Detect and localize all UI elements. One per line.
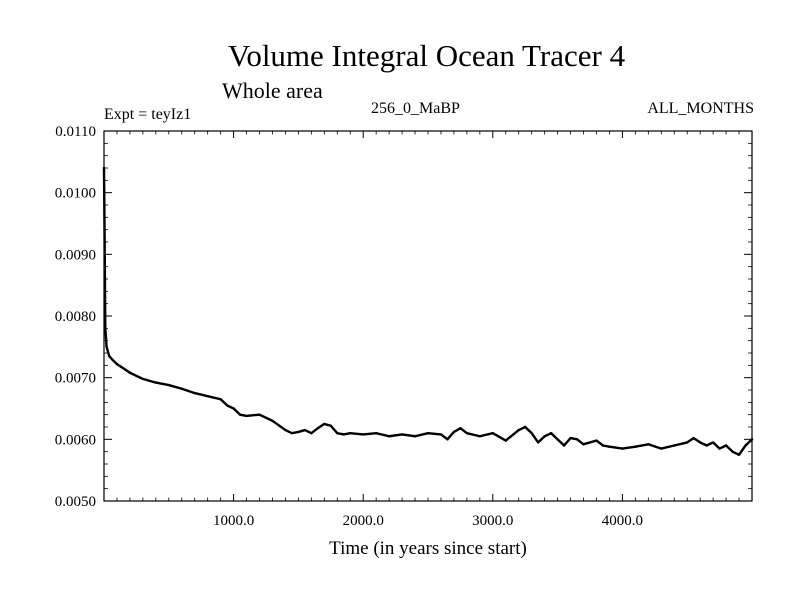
data-point — [634, 445, 637, 448]
data-point — [504, 439, 507, 442]
data-point — [206, 394, 209, 398]
data-point — [122, 367, 125, 370]
data-point — [245, 414, 248, 418]
data-point — [465, 431, 469, 435]
data-point — [530, 431, 533, 435]
data-point — [711, 441, 715, 444]
data-point — [284, 428, 287, 432]
data-point — [349, 431, 352, 435]
data-point — [731, 450, 734, 453]
x-tick-label: 1000.0 — [213, 513, 254, 529]
data-point — [141, 377, 145, 381]
data-point — [111, 359, 115, 362]
x-axis-label: Time (in years since start) — [329, 538, 527, 559]
data-point — [536, 441, 540, 444]
data-point — [297, 430, 300, 434]
y-tick-label: 0.0070 — [55, 371, 96, 387]
data-point — [258, 413, 261, 416]
data-point — [232, 407, 235, 410]
data-point — [718, 447, 721, 450]
data-point — [692, 436, 695, 440]
data-point — [167, 383, 170, 387]
data-point — [543, 435, 546, 438]
data-point — [621, 447, 624, 450]
data-point — [128, 371, 132, 374]
period-label: 256_0_MaBP — [371, 100, 460, 117]
data-point — [238, 413, 242, 416]
data-point — [180, 387, 183, 390]
data-point — [660, 447, 663, 450]
data-point — [316, 427, 320, 430]
data-point — [608, 445, 611, 448]
data-point — [374, 431, 378, 435]
y-tick-label: 0.0110 — [55, 124, 96, 140]
data-point — [491, 431, 494, 435]
y-tick-label: 0.0090 — [55, 247, 96, 263]
data-point — [323, 422, 326, 426]
data-point — [336, 431, 339, 435]
data-point — [439, 433, 443, 436]
data-point — [426, 431, 430, 435]
ticks-layer: 1000.0 2000.0 3000.0 4000.0 0.0050 0.0060 0.00… — [55, 124, 752, 529]
data-point — [549, 431, 553, 435]
data-point — [575, 438, 579, 441]
data-point — [400, 433, 404, 436]
data-point — [562, 444, 566, 447]
data-point — [524, 425, 527, 429]
data-point — [556, 438, 559, 441]
data-layer — [102, 166, 754, 456]
data-point — [115, 362, 119, 366]
y-tick-label: 0.0050 — [55, 494, 96, 510]
data-point — [452, 430, 456, 434]
x-tick-label: 3000.0 — [472, 513, 513, 529]
data-point — [413, 435, 417, 438]
data-point — [698, 441, 702, 444]
data-point — [310, 431, 313, 435]
data-point — [647, 443, 650, 446]
data-point — [154, 381, 158, 384]
data-point — [387, 435, 391, 438]
data-point — [459, 427, 462, 430]
y-tick-label: 0.0060 — [55, 432, 96, 448]
months-label: ALL_MONTHS — [647, 100, 754, 117]
data-point — [219, 398, 222, 401]
data-point — [737, 453, 741, 456]
data-point — [446, 438, 449, 441]
y-tick-label: 0.0100 — [55, 186, 96, 202]
data-point — [329, 424, 332, 427]
data-point — [744, 444, 747, 447]
data-point — [271, 419, 274, 423]
data-point — [673, 444, 676, 447]
x-tick-label: 2000.0 — [343, 513, 384, 529]
chart-title: Volume Integral Ocean Tracer 4 — [227, 38, 626, 73]
data-point — [362, 433, 365, 436]
chart-subtitle: Whole area — [222, 78, 323, 103]
data-point — [517, 428, 520, 432]
data-point — [724, 444, 728, 447]
data-point — [303, 428, 307, 432]
data-point — [705, 444, 708, 447]
data-point — [290, 431, 294, 435]
data-point — [601, 444, 605, 447]
data-point — [105, 345, 108, 349]
data-point — [686, 441, 689, 444]
data-point — [225, 404, 229, 407]
series-line — [102, 166, 754, 456]
data-point — [569, 436, 572, 440]
x-tick-label: 4000.0 — [602, 513, 643, 529]
data-point — [107, 354, 111, 358]
data-point — [478, 435, 482, 438]
data-point — [582, 443, 585, 446]
data-point — [342, 433, 345, 436]
experiment-label: Expt = teyIz1 — [104, 106, 192, 123]
data-point — [595, 439, 598, 442]
y-tick-label: 0.0080 — [55, 309, 96, 325]
data-point — [193, 391, 196, 395]
